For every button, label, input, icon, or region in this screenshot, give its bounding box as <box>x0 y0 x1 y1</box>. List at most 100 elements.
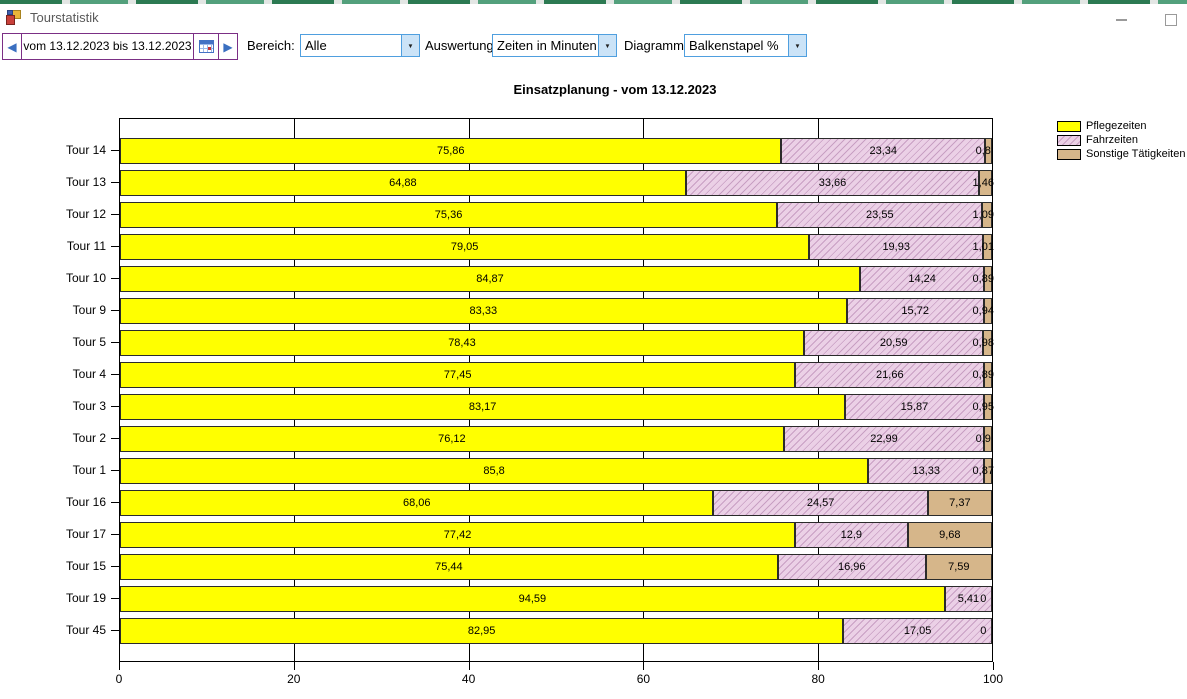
y-axis-tick <box>111 406 119 407</box>
minimize-icon <box>1115 19 1127 21</box>
legend-entry: Sonstige Tätigkeiten <box>1057 148 1185 160</box>
bar-value-label: 0,89 <box>972 273 994 285</box>
calendar-icon-dot <box>207 47 211 50</box>
bar-segment <box>982 202 992 228</box>
bar-value-label: 78,43 <box>448 337 476 349</box>
x-axis-tick <box>119 662 120 670</box>
y-axis-tick <box>111 214 119 215</box>
bar-segment <box>983 298 992 324</box>
bar-value-label: 1,46 <box>972 177 994 189</box>
bar-value-label: 75,44 <box>435 561 463 573</box>
legend-label: Fahrzeiten <box>1086 134 1138 146</box>
bar-value-label: 12,9 <box>840 529 863 541</box>
right-arrow-icon: ▶ <box>223 39 233 54</box>
bar-value-label: 7,59 <box>948 561 970 573</box>
chart-plot-area: 75,86 23,34 0,8 64,88 33,66 1,46 75,36 23,55 1,0… <box>119 118 994 662</box>
bar-segment <box>120 202 778 228</box>
minimize-button[interactable] <box>1108 10 1134 30</box>
bar-segment <box>846 298 984 324</box>
y-axis-tick <box>111 502 119 503</box>
y-axis-tick <box>111 182 119 183</box>
diagramm-dropdown-button[interactable]: ▼ <box>788 35 806 56</box>
bar-segment <box>795 522 908 548</box>
bar-value-label: 0,98 <box>972 337 994 349</box>
y-axis-label: Tour 16 <box>65 495 106 509</box>
grid-line <box>643 119 645 661</box>
y-axis-label: Tour 10 <box>65 271 106 285</box>
bar-value-label: 0 <box>980 593 987 605</box>
bar-value-label: 77,45 <box>443 369 472 381</box>
chart-title: Einsatzplanung - vom 13.12.2023 <box>513 82 717 97</box>
bar-segment <box>120 138 782 164</box>
calendar-button[interactable] <box>194 34 219 59</box>
bar-segment <box>777 202 983 228</box>
y-axis-tick <box>111 630 119 631</box>
bar-value-label: 1,09 <box>972 209 994 221</box>
diagramm-dropdown-value: Balkenstapel % <box>689 38 779 53</box>
auswertung-dropdown[interactable]: Zeiten in Minuten ▼ <box>492 34 617 57</box>
x-axis-tick-label: 20 <box>287 672 301 686</box>
bar-segment <box>120 458 869 484</box>
bar-value-label: 9,68 <box>939 529 961 541</box>
bar-segment <box>809 234 984 260</box>
y-axis-tick <box>111 374 119 375</box>
background-window-strip <box>0 0 1187 4</box>
grid-line <box>468 119 470 661</box>
bar-segment <box>685 170 980 196</box>
previous-date-button[interactable]: ◀ <box>3 34 21 59</box>
bar-value-label: 64,88 <box>389 177 417 189</box>
x-axis-tick-label: 100 <box>982 672 1004 686</box>
legend-swatch <box>1057 120 1081 132</box>
bar-segment <box>795 362 985 388</box>
bar-value-label: 15,72 <box>901 305 929 317</box>
bar-value-label: 82,95 <box>467 625 496 637</box>
bar-value-label: 23,34 <box>869 145 898 157</box>
bar-value-label: 83,17 <box>468 401 497 413</box>
y-axis-tick <box>111 310 119 311</box>
bar-segment <box>781 138 985 164</box>
y-axis-label: Tour 1 <box>72 463 106 477</box>
y-axis-label: Tour 15 <box>65 559 106 573</box>
x-axis: 0 20 40 60 80 100 <box>116 662 1003 696</box>
bar-value-label: 0,94 <box>972 305 994 317</box>
bar-segment <box>120 554 778 580</box>
bar-value-label: 16,96 <box>838 561 866 573</box>
legend-swatch <box>1057 148 1081 160</box>
chart-legend: Pflegezeiten Fahrzeiten Sonstige Tätigkeit… <box>1057 120 1185 163</box>
bereich-label: Bereich: <box>247 38 295 53</box>
y-axis-label: Tour 13 <box>65 175 106 189</box>
bereich-dropdown[interactable]: Alle ▼ <box>300 34 420 57</box>
bar-value-label: 17,05 <box>903 625 932 637</box>
date-range-field[interactable]: vom 13.12.2023 bis 13.12.2023 <box>21 34 194 59</box>
bar-value-label: 75,86 <box>436 145 465 157</box>
diagramm-dropdown[interactable]: Balkenstapel % ▼ <box>684 34 807 57</box>
x-axis-tick <box>293 662 295 670</box>
bar-value-label: 21,66 <box>876 369 904 381</box>
y-axis-label: Tour 9 <box>72 303 106 317</box>
bar-value-label: 22,99 <box>870 433 898 445</box>
bar-segment <box>803 330 984 356</box>
bar-segment <box>845 394 984 420</box>
next-date-button[interactable]: ▶ <box>219 34 237 59</box>
y-axis-label: Tour 12 <box>65 207 106 221</box>
maximize-icon <box>1165 14 1177 26</box>
app-icon <box>6 9 22 25</box>
bar-segment <box>120 170 686 196</box>
bar-segment <box>843 618 992 644</box>
bar-segment <box>868 458 985 484</box>
bar-segment <box>777 554 926 580</box>
legend-label: Pflegezeiten <box>1086 120 1147 132</box>
diagramm-label: Diagramm: <box>624 38 688 53</box>
bar-value-label: 13,33 <box>912 465 941 477</box>
bar-value-label: 5,41 <box>957 593 980 605</box>
auswertung-dropdown-button[interactable]: ▼ <box>598 35 616 56</box>
bar-value-label: 85,8 <box>483 465 505 477</box>
y-axis-label: Tour 17 <box>65 527 106 541</box>
bar-value-label: 0 <box>980 625 987 637</box>
y-axis-tick <box>111 438 119 439</box>
bereich-dropdown-button[interactable]: ▼ <box>401 35 419 56</box>
maximize-button[interactable] <box>1158 10 1184 30</box>
bar-segment <box>979 170 992 196</box>
bar-value-label: 7,37 <box>949 497 971 509</box>
y-axis-label: Tour 14 <box>65 143 106 157</box>
